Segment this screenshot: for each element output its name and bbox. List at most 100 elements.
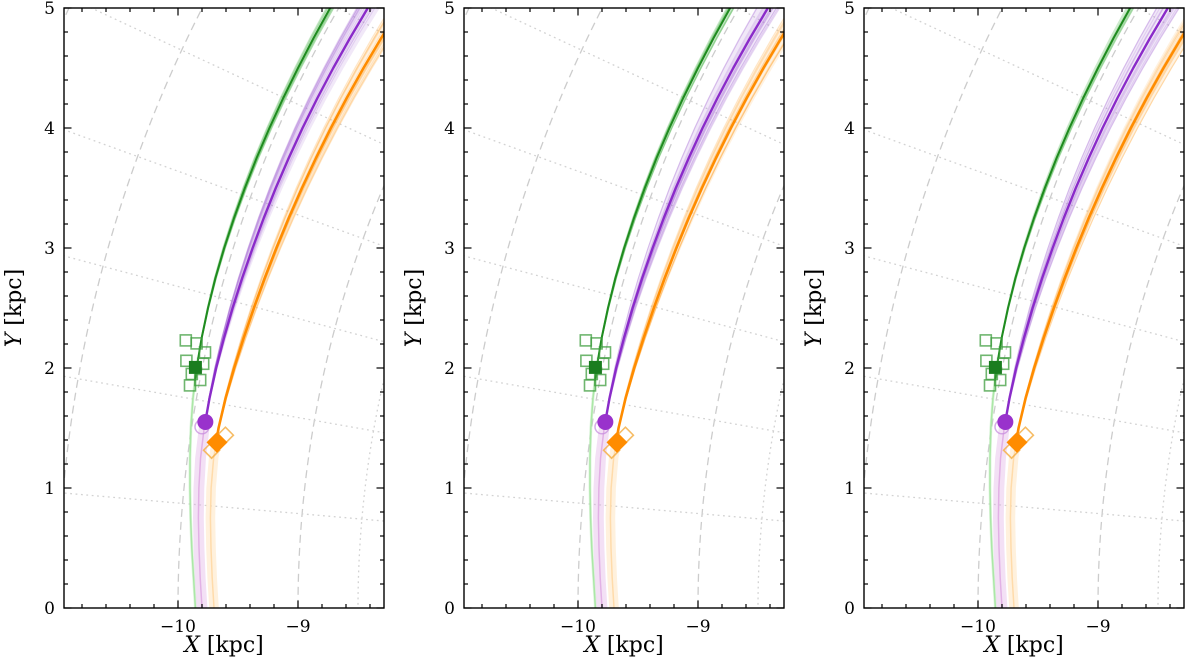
- arm-orange-sample: [615, 28, 784, 443]
- arm-purple-fit-line: [1004, 8, 1170, 424]
- maser-open-square-marker: [590, 337, 603, 350]
- arm-orange: [1005, 17, 1184, 608]
- arm-green-sample: [594, 8, 735, 381]
- arm-orange-sample: [615, 29, 784, 443]
- y-tick-label: 2: [44, 359, 55, 379]
- arm-green-sample: [594, 8, 735, 381]
- maser-open-square-marker: [183, 379, 197, 392]
- y-tick-label: 2: [844, 359, 855, 379]
- arm-green-sample: [194, 8, 331, 381]
- arm-orange-pale-line: [209, 442, 217, 608]
- arm-purple-sample: [604, 8, 777, 423]
- tick-labels: −10 −9 0 1 2 3 4 5: [844, 0, 1110, 637]
- arm-green-sample: [594, 8, 728, 381]
- y-tick-label: 4: [444, 119, 455, 139]
- arm-green-sample: [594, 8, 729, 381]
- arm-orange-sample: [1015, 29, 1184, 443]
- galactocentric-radius-arc-dotted: [757, 376, 784, 608]
- arm-green-sample: [194, 8, 333, 381]
- arm-orange-pale-line: [609, 442, 617, 608]
- panel-1: −10 −9 0 1 2 3 4 5 X [kpc] Y [kpc]: [0, 0, 400, 660]
- y-axis-label: Y [kpc]: [402, 269, 427, 347]
- arm-green-sample: [594, 8, 734, 381]
- maser-open-square-marker: [979, 334, 993, 347]
- y-tick-label: 5: [44, 0, 55, 19]
- y-axis-label: Y [kpc]: [802, 269, 827, 347]
- spiral-arms: [588, 8, 784, 608]
- arm-orange-sample: [1015, 39, 1184, 443]
- panel-3: −10 −9 0 1 2 3 4 5 X [kpc] Y [kpc]: [800, 0, 1200, 660]
- x-tick-label: −9: [685, 617, 710, 637]
- arm-orange-sample: [615, 27, 784, 443]
- y-tick-label: 4: [844, 119, 855, 139]
- arm-green-pale-line: [189, 379, 197, 608]
- source-markers: [979, 334, 1035, 460]
- filled-square-marker: [588, 360, 602, 374]
- arm-purple-pale-band: [193, 422, 211, 608]
- arm-orange-sample: [1015, 37, 1184, 443]
- arm-purple-pale-band: [593, 422, 611, 608]
- source-markers: [579, 334, 635, 460]
- arm-orange-sample: [1015, 46, 1184, 443]
- arm-purple-sample: [1004, 8, 1158, 423]
- y-tick-label: 3: [844, 239, 855, 259]
- axes-frame: [863, 7, 1185, 609]
- filled-circle-marker: [597, 414, 614, 430]
- azimuth-ray: [864, 255, 1184, 343]
- arm-green-sample: [594, 8, 735, 381]
- arm-orange-sample: [615, 42, 784, 443]
- arm-green-sample: [994, 8, 1135, 381]
- axis-ticks: [64, 7, 384, 609]
- filled-square-marker: [188, 360, 202, 374]
- arm-purple-sample: [204, 8, 360, 423]
- arm-green-sample: [194, 8, 331, 381]
- maser-open-square-marker: [179, 334, 193, 347]
- arm-green-sample: [194, 8, 332, 381]
- arm-orange-sample: [215, 36, 384, 443]
- arm-purple-sample: [1004, 8, 1180, 423]
- tick-labels: −10 −9 0 1 2 3 4 5: [444, 0, 710, 637]
- arm-purple-sample: [604, 8, 758, 423]
- y-tick-label: 2: [444, 359, 455, 379]
- arm-orange-sample: [215, 28, 384, 443]
- arm-orange-sample: [615, 42, 784, 443]
- arm-green-sample: [194, 8, 329, 381]
- maser-open-square-marker: [190, 337, 203, 350]
- arm-green-sample: [994, 8, 1134, 381]
- arm-orange-sample: [1015, 36, 1184, 443]
- arm-green-sample: [194, 8, 333, 381]
- galactocentric-radius-arc-dotted: [357, 376, 384, 608]
- filled-diamond-marker: [206, 431, 228, 453]
- arm-green-sample: [594, 8, 732, 381]
- filled-diamond-marker: [606, 431, 628, 453]
- x-tick-label: −10: [960, 617, 996, 637]
- arm-purple: [193, 8, 380, 608]
- spiral-arms: [988, 8, 1184, 608]
- axes-frame: [63, 7, 385, 609]
- arm-green-sample: [194, 8, 332, 381]
- arm-purple-sample: [604, 8, 779, 423]
- axis-ticks: [864, 7, 1184, 609]
- azimuth-ray: [64, 255, 384, 343]
- arm-orange-sample: [615, 30, 784, 443]
- arm-orange-sample: [615, 32, 784, 443]
- arm-green-pale-line: [989, 379, 997, 608]
- arm-green-sample: [194, 8, 333, 381]
- azimuth-ray: [464, 255, 784, 343]
- arm-green-sample: [194, 8, 335, 381]
- y-tick-label: 0: [444, 599, 455, 619]
- arm-green: [588, 8, 735, 608]
- arm-orange-sample: [1015, 46, 1184, 443]
- arm-purple-sample: [204, 8, 360, 423]
- axis-ticks: [464, 7, 784, 609]
- arm-purple-sample: [1004, 8, 1180, 423]
- arm-orange-sample: [615, 41, 784, 443]
- arm-orange-sample: [615, 16, 784, 443]
- arm-purple-sample: [204, 8, 359, 423]
- y-tick-label: 1: [844, 479, 855, 499]
- maser-open-square-marker: [180, 354, 193, 368]
- arm-green-sample: [194, 8, 333, 381]
- arm-orange-band-fill: [1016, 17, 1184, 443]
- y-tick-label: 0: [44, 599, 55, 619]
- x-tick-label: −10: [160, 617, 196, 637]
